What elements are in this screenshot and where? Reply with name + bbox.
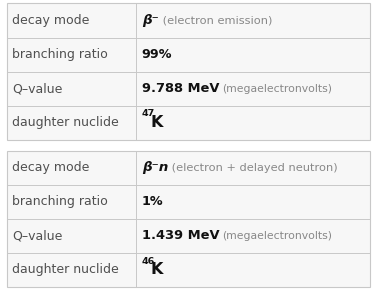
Text: branching ratio: branching ratio bbox=[12, 195, 108, 208]
Text: 1.439 MeV: 1.439 MeV bbox=[142, 229, 219, 242]
Text: branching ratio: branching ratio bbox=[12, 48, 108, 61]
Text: 9.788 MeV: 9.788 MeV bbox=[142, 82, 219, 95]
Text: Q–value: Q–value bbox=[12, 229, 63, 242]
Text: (electron + delayed neutron): (electron + delayed neutron) bbox=[168, 163, 338, 173]
Text: (megaelectronvolts): (megaelectronvolts) bbox=[222, 84, 332, 94]
Text: (megaelectronvolts): (megaelectronvolts) bbox=[222, 231, 333, 241]
Text: Q–value: Q–value bbox=[12, 82, 63, 95]
Bar bbox=[7, 3, 370, 140]
Text: (electron emission): (electron emission) bbox=[159, 15, 272, 26]
Text: 1%: 1% bbox=[142, 195, 164, 208]
Text: 46: 46 bbox=[142, 257, 155, 266]
Text: daughter nuclide: daughter nuclide bbox=[12, 116, 119, 129]
Text: 47: 47 bbox=[142, 109, 155, 118]
Bar bbox=[7, 151, 370, 287]
Text: daughter nuclide: daughter nuclide bbox=[12, 263, 119, 276]
Text: β⁻n: β⁻n bbox=[142, 161, 168, 174]
Text: 99%: 99% bbox=[142, 48, 172, 61]
Text: decay mode: decay mode bbox=[12, 14, 89, 27]
Text: K: K bbox=[150, 262, 162, 277]
Text: K: K bbox=[150, 115, 162, 130]
Text: β⁻: β⁻ bbox=[142, 14, 159, 27]
Text: decay mode: decay mode bbox=[12, 161, 89, 174]
